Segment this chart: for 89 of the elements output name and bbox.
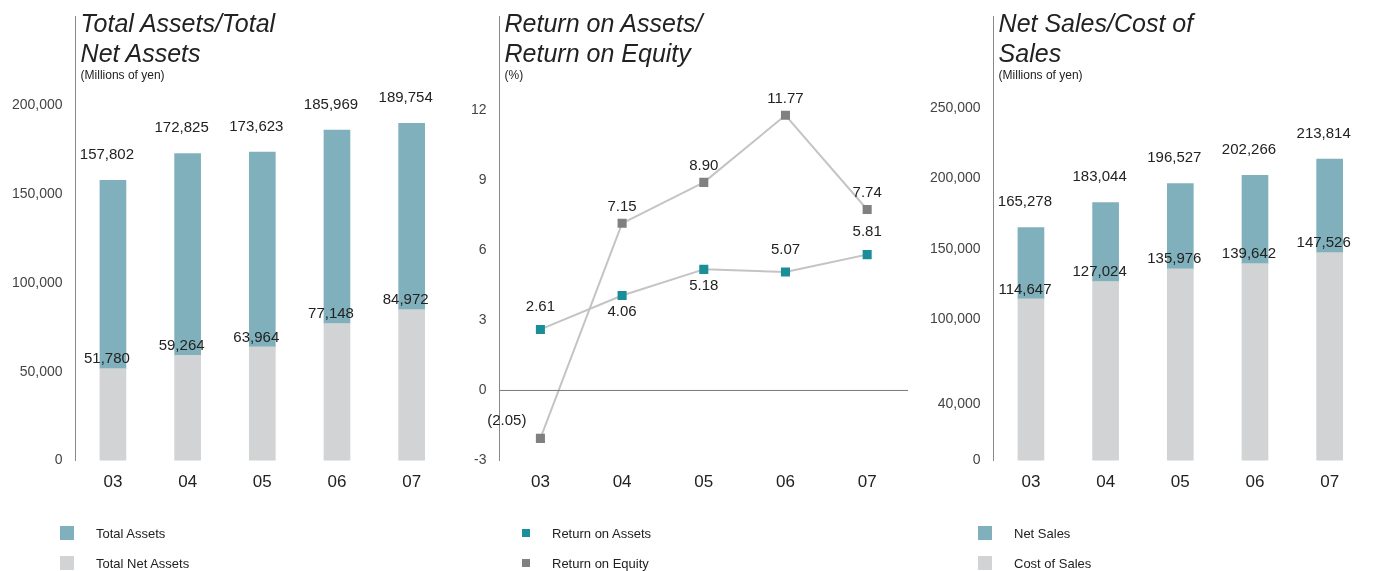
total-label: 185,969 — [303, 94, 359, 112]
bar — [174, 354, 201, 461]
data-label: 139,642 — [1221, 244, 1277, 262]
y-tick-label: 0 — [54, 451, 63, 468]
x-tick-label: 06 — [776, 472, 795, 492]
y-tick-label: 200,000 — [930, 169, 981, 186]
bar — [1092, 281, 1119, 461]
y-tick-label: 100,000 — [12, 273, 63, 290]
point — [699, 264, 709, 274]
x-tick-label: 03 — [1021, 472, 1041, 492]
y-tick-label: 50,000 — [19, 362, 63, 379]
x-tick-label: 03 — [530, 472, 550, 492]
point — [780, 267, 791, 277]
y-tick-label: 6 — [478, 241, 487, 258]
bar — [1316, 252, 1343, 461]
chart-title: Return on Assets/ Return on Equity — [504, 8, 706, 68]
bar — [1166, 268, 1194, 461]
data-label: 4.06 — [607, 302, 637, 320]
total-label: 173,623 — [229, 116, 284, 134]
data-label: 7.74 — [852, 183, 882, 201]
legend-label: Return on Assets — [552, 525, 651, 541]
y-tick-label: 150,000 — [930, 239, 981, 256]
y-tick-label: 250,000 — [930, 98, 981, 115]
legend-label: Total Assets — [96, 525, 166, 541]
x-tick-label: 03 — [103, 472, 123, 492]
total-label: 165,278 — [997, 192, 1053, 210]
data-label: 114,647 — [998, 279, 1052, 297]
data-label: 7.15 — [607, 196, 637, 214]
total-label: 157,802 — [79, 144, 135, 162]
y-tick-label: 200,000 — [12, 96, 63, 113]
x-tick-label: 04 — [1096, 472, 1116, 492]
chart-title: Total Assets/Total Net Assets — [80, 8, 277, 68]
data-label: 135,976 — [1147, 249, 1202, 267]
x-tick-label: 07 — [1320, 472, 1340, 492]
point — [699, 177, 709, 187]
total-label: 183,044 — [1072, 167, 1127, 185]
bar — [1017, 298, 1045, 461]
point — [535, 433, 545, 443]
data-label: 147,526 — [1296, 233, 1351, 251]
bar — [398, 309, 425, 461]
data-label: 5.81 — [852, 222, 882, 240]
text: (Millions of yen) — [80, 68, 166, 82]
total-label: 202,266 — [1221, 140, 1277, 158]
data-label: (2.05) — [487, 410, 527, 428]
x-tick-label: 06 — [327, 472, 347, 492]
y-tick-label: 40,000 — [937, 395, 981, 412]
total-label: 172,825 — [154, 118, 209, 136]
y-tick-label: -3 — [474, 451, 487, 468]
bar — [99, 368, 127, 461]
x-tick-label: 04 — [178, 472, 198, 492]
y-tick-label: 0 — [972, 451, 981, 468]
data-label: 5.07 — [770, 239, 801, 257]
legend-label: Cost of Sales — [1014, 555, 1092, 571]
y-tick-label: 0 — [478, 381, 487, 398]
data-label: 8.90 — [689, 156, 719, 174]
x-tick-label: 05 — [694, 472, 714, 492]
x-tick-label: 07 — [857, 472, 877, 492]
y-tick-label: 100,000 — [930, 310, 981, 327]
x-tick-label: 05 — [252, 472, 272, 492]
y-tick-label: 9 — [478, 170, 487, 187]
data-label: 2.61 — [525, 297, 556, 315]
legend-label: Return on Equity — [552, 555, 649, 571]
bar — [323, 323, 351, 461]
total-label: 213,814 — [1296, 123, 1351, 141]
total-label: 196,527 — [1147, 148, 1202, 166]
point — [617, 218, 627, 228]
x-tick-label: 07 — [402, 472, 422, 492]
legend-label: Total Net Assets — [96, 555, 190, 571]
legend-label: Net Sales — [1014, 525, 1071, 541]
bar — [1241, 263, 1269, 461]
x-tick-label: 05 — [1170, 472, 1190, 492]
point — [535, 324, 545, 334]
total-label: 189,754 — [378, 88, 433, 106]
bar — [248, 346, 276, 461]
x-tick-label: 06 — [1245, 472, 1265, 492]
point — [780, 110, 791, 120]
y-tick-label: 12 — [470, 100, 487, 117]
point — [617, 291, 627, 301]
data-label: 5.18 — [689, 276, 719, 293]
x-tick-label: 04 — [612, 472, 632, 492]
text: (Millions of yen) — [998, 68, 1084, 82]
data-label: 127,024 — [1072, 262, 1127, 280]
text: (%) — [504, 68, 525, 82]
y-tick-label: 150,000 — [12, 184, 63, 201]
y-tick-label: 3 — [478, 311, 487, 328]
point — [862, 250, 872, 260]
data-label: 11.77 — [767, 88, 804, 106]
point — [862, 204, 872, 215]
chart-title: Net Sales/Cost of Sales — [998, 8, 1197, 68]
